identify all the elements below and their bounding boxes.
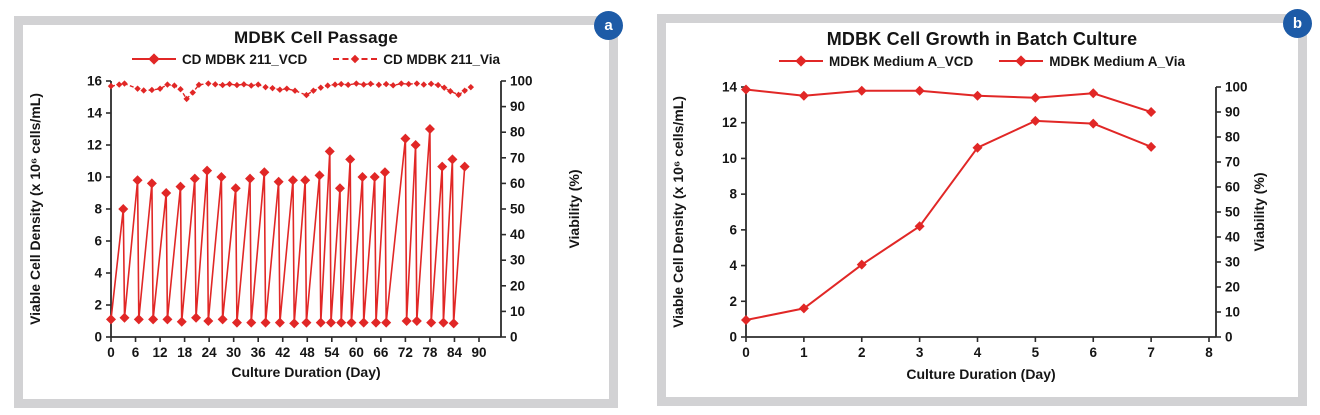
svg-text:1: 1 bbox=[800, 345, 808, 360]
legend-item-via: CD MDBK 211_Via bbox=[333, 52, 500, 67]
svg-text:12: 12 bbox=[722, 115, 737, 130]
svg-text:7: 7 bbox=[1147, 345, 1155, 360]
legend-label: CD MDBK 211_VCD bbox=[181, 51, 308, 67]
svg-text:12: 12 bbox=[87, 138, 102, 153]
svg-text:10: 10 bbox=[1225, 305, 1240, 320]
svg-text:Culture Duration (Day): Culture Duration (Day) bbox=[231, 364, 380, 380]
svg-text:0: 0 bbox=[729, 330, 737, 345]
svg-text:100: 100 bbox=[1225, 80, 1248, 95]
svg-text:18: 18 bbox=[177, 345, 193, 360]
svg-text:48: 48 bbox=[300, 345, 316, 360]
svg-text:2: 2 bbox=[729, 294, 737, 309]
svg-text:42: 42 bbox=[275, 345, 290, 360]
solid-line-diamond-marker-icon bbox=[999, 55, 1044, 67]
svg-text:10: 10 bbox=[722, 151, 737, 166]
svg-text:5: 5 bbox=[1032, 345, 1040, 360]
svg-text:2: 2 bbox=[94, 298, 102, 313]
svg-text:4: 4 bbox=[729, 258, 737, 273]
svg-text:6: 6 bbox=[132, 345, 140, 360]
svg-text:0: 0 bbox=[94, 330, 102, 345]
svg-text:80: 80 bbox=[1225, 130, 1240, 145]
svg-text:14: 14 bbox=[722, 80, 738, 95]
svg-text:30: 30 bbox=[226, 345, 241, 360]
svg-text:4: 4 bbox=[94, 266, 102, 281]
legend-label: MDBK Medium A_Via bbox=[1049, 53, 1186, 69]
svg-text:Viability (%): Viability (%) bbox=[1251, 172, 1267, 251]
panel-label-b: b bbox=[1283, 9, 1312, 38]
series-1 bbox=[107, 80, 475, 103]
svg-text:30: 30 bbox=[510, 253, 525, 268]
legend-item-vcd: CD MDBK 211_VCD bbox=[131, 51, 308, 67]
svg-text:72: 72 bbox=[398, 345, 413, 360]
svg-text:30: 30 bbox=[1225, 255, 1240, 270]
svg-text:0: 0 bbox=[1225, 330, 1233, 345]
series-0 bbox=[106, 124, 470, 329]
svg-text:16: 16 bbox=[87, 74, 103, 89]
svg-text:90: 90 bbox=[1225, 105, 1240, 120]
svg-text:20: 20 bbox=[510, 278, 525, 293]
panel-label-a: a bbox=[594, 11, 623, 40]
svg-text:6: 6 bbox=[1089, 345, 1097, 360]
svg-text:54: 54 bbox=[324, 345, 340, 360]
svg-text:90: 90 bbox=[471, 345, 486, 360]
svg-text:78: 78 bbox=[422, 345, 438, 360]
svg-text:10: 10 bbox=[87, 170, 102, 185]
solid-line-diamond-marker-icon bbox=[778, 55, 823, 67]
svg-text:50: 50 bbox=[1225, 205, 1240, 220]
svg-text:40: 40 bbox=[510, 227, 525, 242]
chart-a-title: MDBK Cell Passage bbox=[233, 28, 398, 47]
series-1 bbox=[741, 84, 1157, 117]
svg-text:84: 84 bbox=[447, 345, 463, 360]
legend-item-via: MDBK Medium A_Via bbox=[999, 54, 1185, 69]
svg-text:Viability (%): Viability (%) bbox=[566, 169, 582, 248]
series-0 bbox=[741, 115, 1157, 326]
svg-text:8: 8 bbox=[94, 202, 102, 217]
svg-text:70: 70 bbox=[510, 150, 525, 165]
chart-panel-a: a MDBK Cell Passage CD MDBK 211_VCD CD M… bbox=[14, 11, 623, 408]
solid-line-diamond-marker-icon bbox=[131, 53, 176, 65]
svg-text:6: 6 bbox=[94, 234, 102, 249]
svg-text:60: 60 bbox=[349, 345, 364, 360]
svg-text:4: 4 bbox=[974, 345, 982, 360]
svg-text:Viable Cell Density (x 10⁶ cel: Viable Cell Density (x 10⁶ cells/mL) bbox=[670, 96, 686, 328]
svg-text:80: 80 bbox=[510, 125, 525, 140]
svg-text:0: 0 bbox=[510, 330, 518, 345]
svg-text:36: 36 bbox=[251, 345, 267, 360]
svg-text:3: 3 bbox=[916, 345, 924, 360]
legend-label: MDBK Medium A_VCD bbox=[828, 53, 974, 69]
svg-text:14: 14 bbox=[87, 106, 103, 121]
svg-text:70: 70 bbox=[1225, 155, 1240, 170]
chart-b-legend: MDBK Medium A_VCD MDBK Medium A_Via bbox=[778, 51, 1185, 71]
svg-text:0: 0 bbox=[107, 345, 115, 360]
chart-panel-b: b MDBK Cell Growth in Batch Culture MDBK… bbox=[657, 9, 1312, 406]
legend-label: CD MDBK 211_Via bbox=[383, 51, 501, 67]
svg-text:90: 90 bbox=[510, 99, 525, 114]
svg-text:2: 2 bbox=[858, 345, 866, 360]
svg-text:12: 12 bbox=[153, 345, 168, 360]
svg-text:Culture Duration (Day): Culture Duration (Day) bbox=[906, 366, 1055, 382]
svg-text:10: 10 bbox=[510, 304, 525, 319]
dashed-line-diamond-marker-icon bbox=[333, 53, 378, 65]
svg-text:6: 6 bbox=[729, 222, 737, 237]
legend-item-vcd: MDBK Medium A_VCD bbox=[778, 53, 974, 69]
svg-text:40: 40 bbox=[1225, 230, 1240, 245]
svg-text:60: 60 bbox=[510, 176, 525, 191]
svg-text:50: 50 bbox=[510, 202, 525, 217]
svg-text:24: 24 bbox=[202, 345, 218, 360]
svg-text:100: 100 bbox=[510, 74, 533, 89]
svg-text:8: 8 bbox=[1205, 345, 1213, 360]
svg-text:8: 8 bbox=[729, 187, 737, 202]
svg-text:66: 66 bbox=[373, 345, 389, 360]
svg-text:60: 60 bbox=[1225, 180, 1240, 195]
svg-text:0: 0 bbox=[742, 345, 750, 360]
svg-text:20: 20 bbox=[1225, 280, 1240, 295]
chart-a-legend: CD MDBK 211_VCD CD MDBK 211_Via bbox=[131, 49, 500, 69]
svg-text:Viable Cell Density (x 10⁶ cel: Viable Cell Density (x 10⁶ cells/mL) bbox=[27, 93, 43, 325]
chart-b-title: MDBK Cell Growth in Batch Culture bbox=[826, 29, 1138, 49]
